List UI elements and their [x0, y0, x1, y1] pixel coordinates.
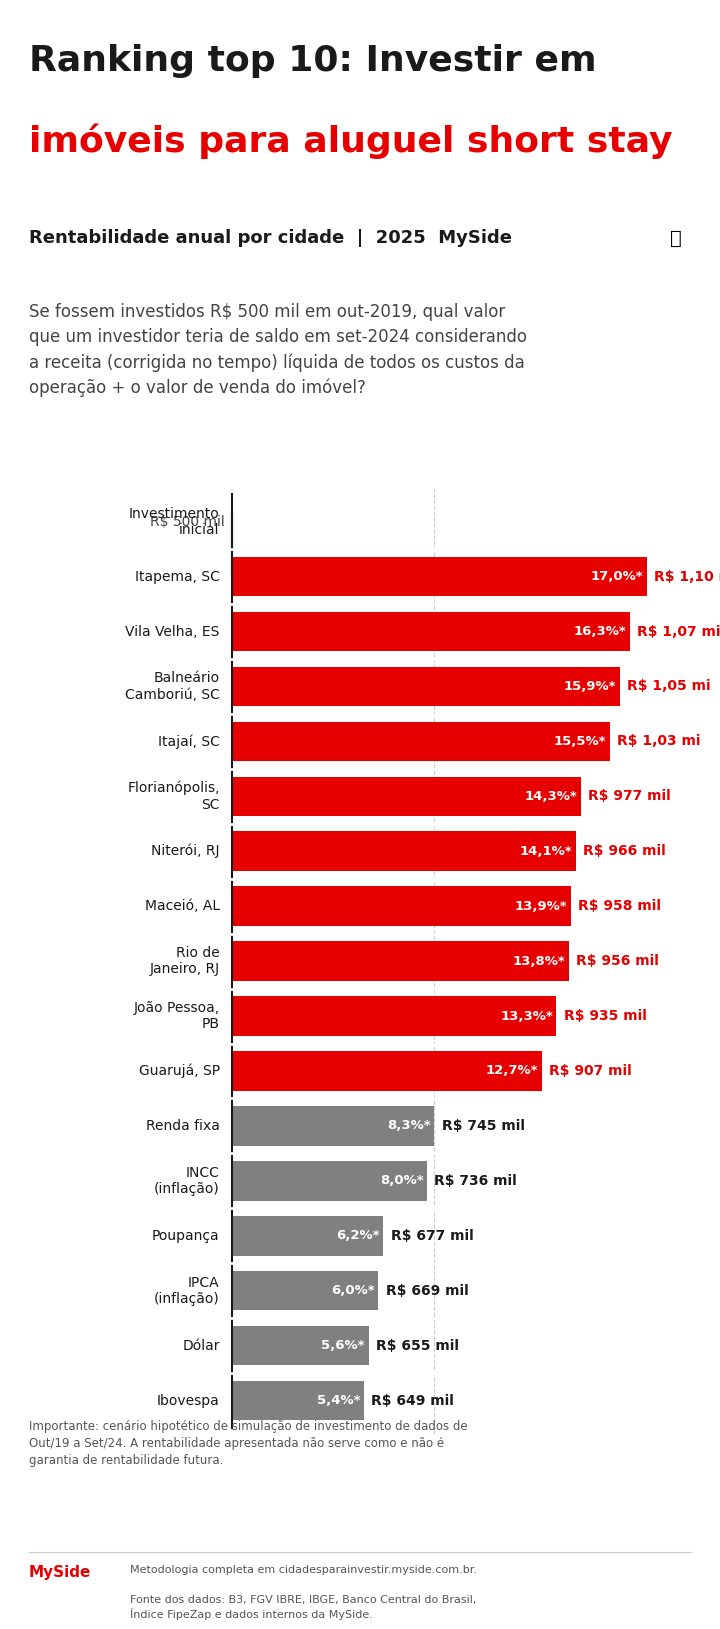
Text: 🐕: 🐕 [670, 228, 681, 248]
Bar [232, 1106, 434, 1145]
Text: R$ 977 mil: R$ 977 mil [588, 790, 671, 803]
Text: R$ 1,10 mi: R$ 1,10 mi [654, 570, 720, 583]
Text: Guarujá, SP: Guarujá, SP [138, 1064, 220, 1078]
Bar [232, 1271, 378, 1310]
Text: R$ 907 mil: R$ 907 mil [549, 1064, 632, 1078]
Text: R$ 736 mil: R$ 736 mil [434, 1175, 517, 1188]
Text: Rio de
Janeiro, RJ: Rio de Janeiro, RJ [150, 946, 220, 976]
Text: Metodologia completa em cidadesparainvestir.myside.com.br.: Metodologia completa em cidadesparainves… [130, 1565, 477, 1575]
Text: Itajaí, SC: Itajaí, SC [158, 735, 220, 749]
Text: R$ 956 mil: R$ 956 mil [576, 955, 659, 968]
Text: R$ 745 mil: R$ 745 mil [442, 1119, 525, 1132]
Bar [232, 997, 557, 1036]
Text: 13,3%*: 13,3%* [500, 1010, 553, 1023]
Bar [232, 557, 647, 596]
Text: 6,0%*: 6,0%* [331, 1284, 374, 1297]
Text: Investimento
inicial: Investimento inicial [129, 507, 220, 538]
Text: 6,2%*: 6,2%* [336, 1230, 379, 1243]
Bar [232, 1381, 364, 1420]
Text: Ibovespa: Ibovespa [157, 1393, 220, 1407]
Text: MySide: MySide [29, 1565, 91, 1580]
Text: 8,0%*: 8,0%* [380, 1175, 423, 1188]
Text: R$ 1,03 mi: R$ 1,03 mi [618, 735, 701, 748]
Bar [232, 886, 571, 925]
Text: 14,3%*: 14,3%* [524, 790, 577, 803]
Text: 5,4%*: 5,4%* [317, 1394, 360, 1407]
Text: Maceió, AL: Maceió, AL [145, 899, 220, 914]
Text: 8,3%*: 8,3%* [387, 1119, 431, 1132]
Text: 13,9%*: 13,9%* [515, 899, 567, 912]
Bar [232, 942, 569, 981]
Text: 15,5%*: 15,5%* [554, 735, 606, 748]
Text: Poupança: Poupança [152, 1228, 220, 1243]
Text: R$ 1,05 mi: R$ 1,05 mi [627, 679, 711, 694]
Text: Renda fixa: Renda fixa [145, 1119, 220, 1132]
Text: Balneário
Camboriú, SC: Balneário Camboriú, SC [125, 671, 220, 702]
Bar [232, 1051, 542, 1091]
Text: Dólar: Dólar [182, 1339, 220, 1352]
Text: R$ 500 mil: R$ 500 mil [150, 515, 225, 529]
Text: R$ 649 mil: R$ 649 mil [371, 1393, 454, 1407]
Bar [232, 722, 610, 761]
Text: Itapema, SC: Itapema, SC [135, 570, 220, 583]
Text: Niterói, RJ: Niterói, RJ [151, 844, 220, 858]
Bar [232, 1215, 383, 1256]
Text: Vila Velha, ES: Vila Velha, ES [125, 624, 220, 639]
Bar [232, 1161, 427, 1201]
Text: 17,0%*: 17,0%* [590, 570, 643, 583]
Text: R$ 958 mil: R$ 958 mil [578, 899, 662, 914]
Bar [232, 831, 576, 872]
Text: R$ 669 mil: R$ 669 mil [386, 1284, 469, 1298]
Text: INCC
(inflação): INCC (inflação) [154, 1166, 220, 1196]
Text: Rentabilidade anual por cidade  |  2025  MySide: Rentabilidade anual por cidade | 2025 My… [29, 228, 512, 246]
Text: João Pessoa,
PB: João Pessoa, PB [133, 1000, 220, 1031]
Text: Florianópolis,
SC: Florianópolis, SC [127, 780, 220, 811]
Text: R$ 677 mil: R$ 677 mil [390, 1228, 473, 1243]
Text: 12,7%*: 12,7%* [486, 1064, 538, 1077]
Text: Se fossem investidos R$ 500 mil em out-2019, qual valor
que um investidor teria : Se fossem investidos R$ 500 mil em out-2… [29, 303, 527, 397]
Text: IPCA
(inflação): IPCA (inflação) [154, 1276, 220, 1306]
Text: R$ 966 mil: R$ 966 mil [583, 844, 666, 858]
Text: R$ 655 mil: R$ 655 mil [376, 1339, 459, 1352]
Text: Importante: cenário hipotético de simulação de investimento de dados de
Out/19 a: Importante: cenário hipotético de simula… [29, 1420, 467, 1468]
Bar [232, 613, 630, 652]
Text: 13,8%*: 13,8%* [512, 955, 565, 968]
Text: Fonte dos dados: B3, FGV IBRE, IBGE, Banco Central do Brasil,
Índice FipeZap e d: Fonte dos dados: B3, FGV IBRE, IBGE, Ban… [130, 1595, 476, 1619]
Text: 5,6%*: 5,6%* [321, 1339, 365, 1352]
Bar [232, 1326, 369, 1365]
Text: imóveis para aluguel short stay: imóveis para aluguel short stay [29, 124, 672, 158]
Bar [232, 777, 581, 816]
Text: 14,1%*: 14,1%* [520, 845, 572, 858]
Text: R$ 935 mil: R$ 935 mil [564, 1008, 647, 1023]
Text: R$ 1,07 mi: R$ 1,07 mi [637, 624, 720, 639]
Text: 16,3%*: 16,3%* [573, 626, 626, 639]
Text: 15,9%*: 15,9%* [564, 679, 616, 692]
Bar [232, 666, 620, 707]
Text: Ranking top 10: Investir em: Ranking top 10: Investir em [29, 44, 596, 78]
